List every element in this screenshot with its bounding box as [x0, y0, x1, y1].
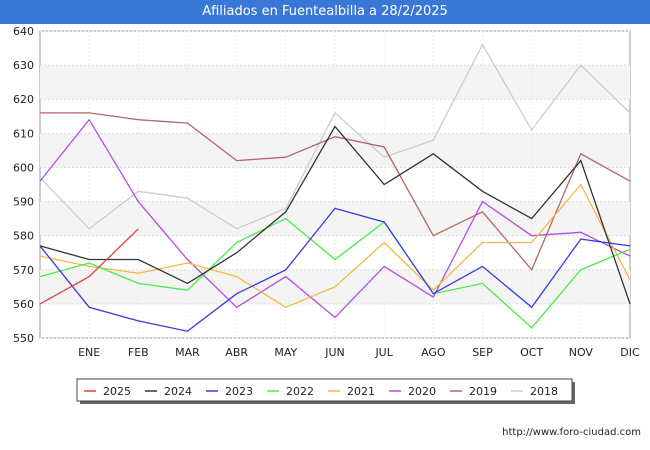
legend-label-2022: 2022 [286, 385, 314, 398]
chart-title: Afiliados en Fuentealbilla a 28/2/2025 [0, 0, 650, 24]
x-tick-label: JUN [324, 346, 345, 359]
series-line-2024 [39, 125, 631, 305]
series-line-2018 [39, 43, 631, 230]
x-tick-label: MAR [175, 346, 200, 359]
y-tick-label: 610 [13, 127, 34, 140]
x-tick-label: DIC [620, 346, 640, 359]
series-line-2019 [40, 112, 631, 272]
source-credit: http://www.foro-ciudad.com [502, 427, 641, 438]
x-axis-ticks: ENE FEB MAR ABR MAY JUN JUL AGO SEP OCT NOV DIC [78, 346, 640, 359]
x-tick-label: MAY [274, 346, 297, 359]
x-tick-label: JUL [374, 346, 393, 359]
series-line-2023 [39, 207, 631, 332]
y-tick-label: 600 [13, 161, 34, 174]
series-line-2021 [39, 183, 631, 309]
legend-label-2021: 2021 [347, 385, 375, 398]
legend-label-2020: 2020 [408, 385, 436, 398]
x-tick-label: NOV [569, 346, 594, 359]
x-tick-label: OCT [520, 346, 543, 359]
x-tick-label: SEP [472, 346, 493, 359]
y-tick-label: 630 [13, 59, 34, 72]
x-tick-label: AGO [421, 346, 446, 359]
x-tick-label: ENE [78, 346, 100, 359]
legend-label-2023: 2023 [225, 385, 253, 398]
y-axis-ticks: 550 560 570 580 590 600 610 620 630 640 [13, 25, 34, 345]
series-line-2025 [39, 228, 139, 305]
y-tick-label: 640 [13, 25, 34, 38]
y-tick-label: 570 [13, 264, 34, 277]
x-tick-label: ABR [225, 346, 248, 359]
series-line-2022 [39, 217, 631, 329]
series-lines [39, 43, 631, 332]
y-tick-label: 560 [13, 298, 34, 311]
plot-band [40, 65, 630, 100]
y-tick-label: 580 [13, 230, 34, 243]
y-tick-label: 550 [13, 332, 34, 345]
plot-band [40, 133, 630, 168]
x-tick-label: FEB [128, 346, 149, 359]
legend-label-2018: 2018 [530, 385, 558, 398]
legend-label-2024: 2024 [164, 385, 192, 398]
y-tick-label: 620 [13, 93, 34, 106]
legend-label-2025: 2025 [103, 385, 131, 398]
legend-box [76, 378, 573, 402]
series-line-2020 [39, 118, 631, 319]
legend: 2025 2024 2023 2022 2021 2020 2019 2018 [76, 378, 575, 404]
y-tick-label: 590 [13, 196, 34, 209]
legend-label-2019: 2019 [469, 385, 497, 398]
